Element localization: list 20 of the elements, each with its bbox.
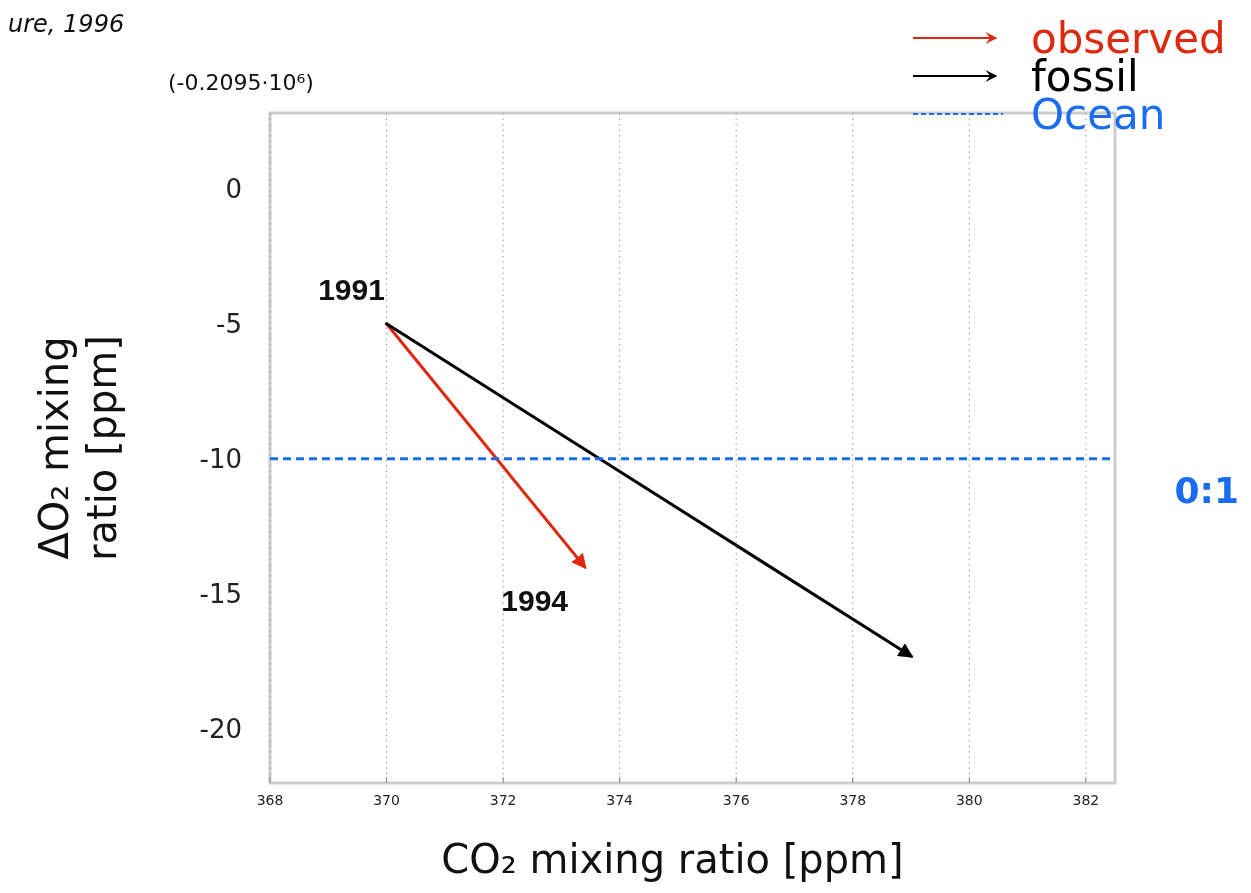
- x-tick-label: 376: [722, 792, 750, 808]
- annotation: 0:1: [1174, 469, 1239, 511]
- annotation: 1994: [501, 583, 569, 617]
- x-tick-label: 372: [489, 792, 517, 808]
- text: (-0.2095·10⁶): [168, 70, 314, 95]
- x-tick-label: 380: [955, 792, 983, 808]
- y-tick-label: 0: [225, 173, 242, 204]
- y-tick-label: -20: [199, 714, 242, 745]
- y-tick-label: -15: [199, 578, 242, 609]
- x-tick-label: 382: [1072, 792, 1100, 808]
- x-tick-label: 378: [839, 792, 867, 808]
- x-tick-label: 374: [606, 792, 634, 808]
- x-tick-label: 370: [373, 792, 400, 808]
- x-axis-title: CO₂ mixing ratio [ppm]: [441, 836, 904, 882]
- annotation: 1991: [318, 272, 385, 306]
- y-tick-label: -5: [216, 308, 242, 339]
- y-axis-title: ΔO₂ mixing ratio [ppm]: [31, 335, 125, 561]
- x-tick-label: 368: [256, 792, 284, 808]
- y-tick-label: -10: [199, 443, 242, 474]
- text: ure, 1996: [8, 10, 125, 38]
